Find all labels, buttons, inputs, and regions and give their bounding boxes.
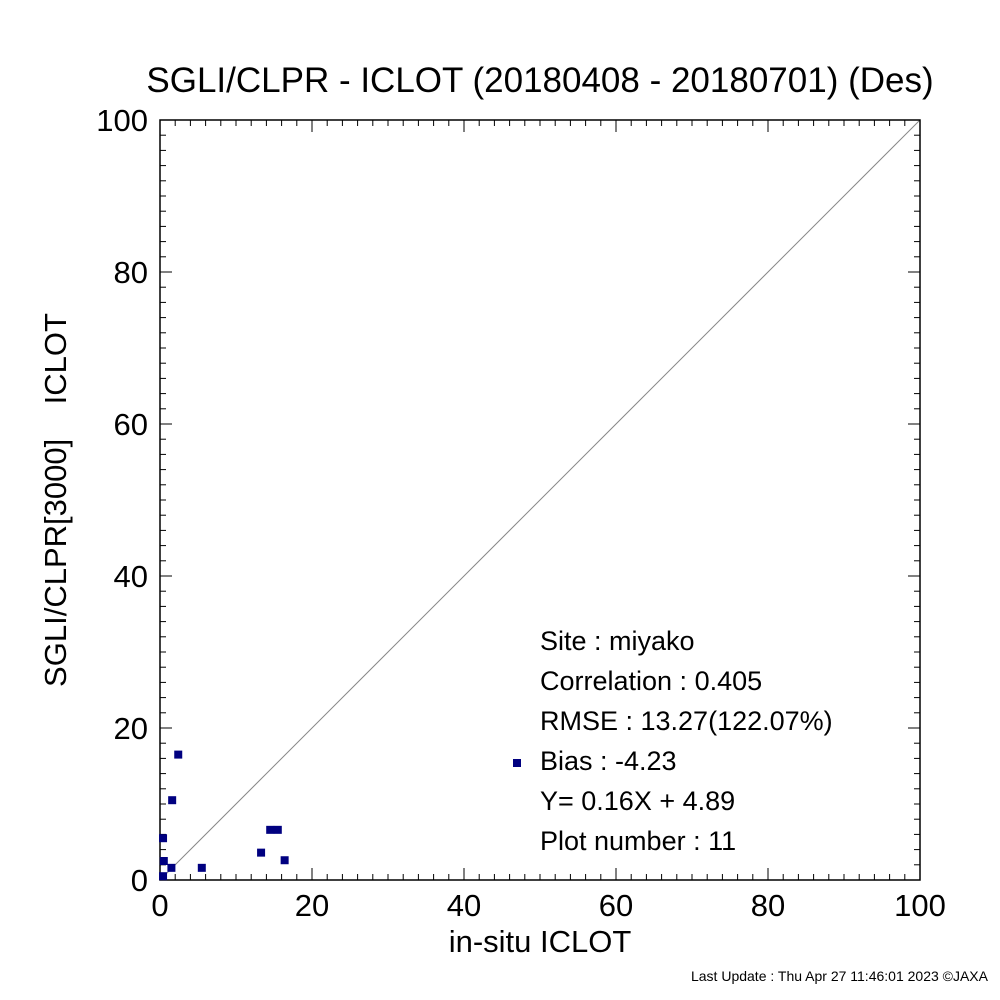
y-axis-label: SGLI/CLPR[3000] ICLOT	[38, 313, 73, 687]
data-point	[197, 863, 206, 872]
x-tick-label: 20	[295, 888, 329, 923]
x-tick-label: 0	[151, 888, 168, 923]
stat-rmse: RMSE : 13.27(122.07%)	[540, 706, 833, 736]
data-point	[159, 834, 168, 843]
data-point	[257, 848, 266, 857]
legend-marker	[513, 759, 521, 767]
x-tick-label: 60	[599, 888, 633, 923]
plot-frame	[159, 119, 921, 881]
x-tick-label: 80	[751, 888, 785, 923]
y-tick-label: 60	[114, 407, 148, 442]
data-point	[168, 796, 177, 805]
stat-bias: Bias : -4.23	[540, 746, 677, 776]
chart-title: SGLI/CLPR - ICLOT (20180408 - 20180701) …	[146, 61, 933, 100]
stat-site: Site : miyako	[540, 626, 695, 656]
stat-plot-number: Plot number : 11	[540, 826, 736, 856]
data-points	[159, 750, 289, 881]
stat-correlation: Correlation : 0.405	[540, 666, 762, 696]
x-tick-label: 40	[447, 888, 481, 923]
stats-box: Site : miyako Correlation : 0.405 RMSE :…	[513, 626, 833, 856]
data-point	[174, 750, 183, 759]
data-point	[266, 825, 275, 834]
y-tick-label: 80	[114, 255, 148, 290]
one-to-one-line	[159, 119, 921, 881]
y-tick-label: 40	[114, 559, 148, 594]
y-tick-label: 0	[131, 863, 148, 898]
y-tick-label: 20	[114, 711, 148, 746]
data-point	[167, 863, 176, 872]
y-tick-label: 100	[96, 103, 148, 138]
x-axis-label: in-situ ICLOT	[449, 924, 632, 959]
axis-ticks	[159, 119, 921, 881]
tick-labels: 0 20 40 60 80 100 0 20 40 60 80 100	[96, 103, 946, 923]
stat-fit: Y= 0.16X + 4.89	[540, 786, 735, 816]
data-point	[159, 872, 168, 881]
x-tick-label: 100	[894, 888, 946, 923]
last-update-footer: Last Update : Thu Apr 27 11:46:01 2023 ©…	[690, 968, 988, 984]
data-point	[273, 825, 282, 834]
data-point	[159, 857, 168, 865]
data-point	[280, 856, 289, 865]
